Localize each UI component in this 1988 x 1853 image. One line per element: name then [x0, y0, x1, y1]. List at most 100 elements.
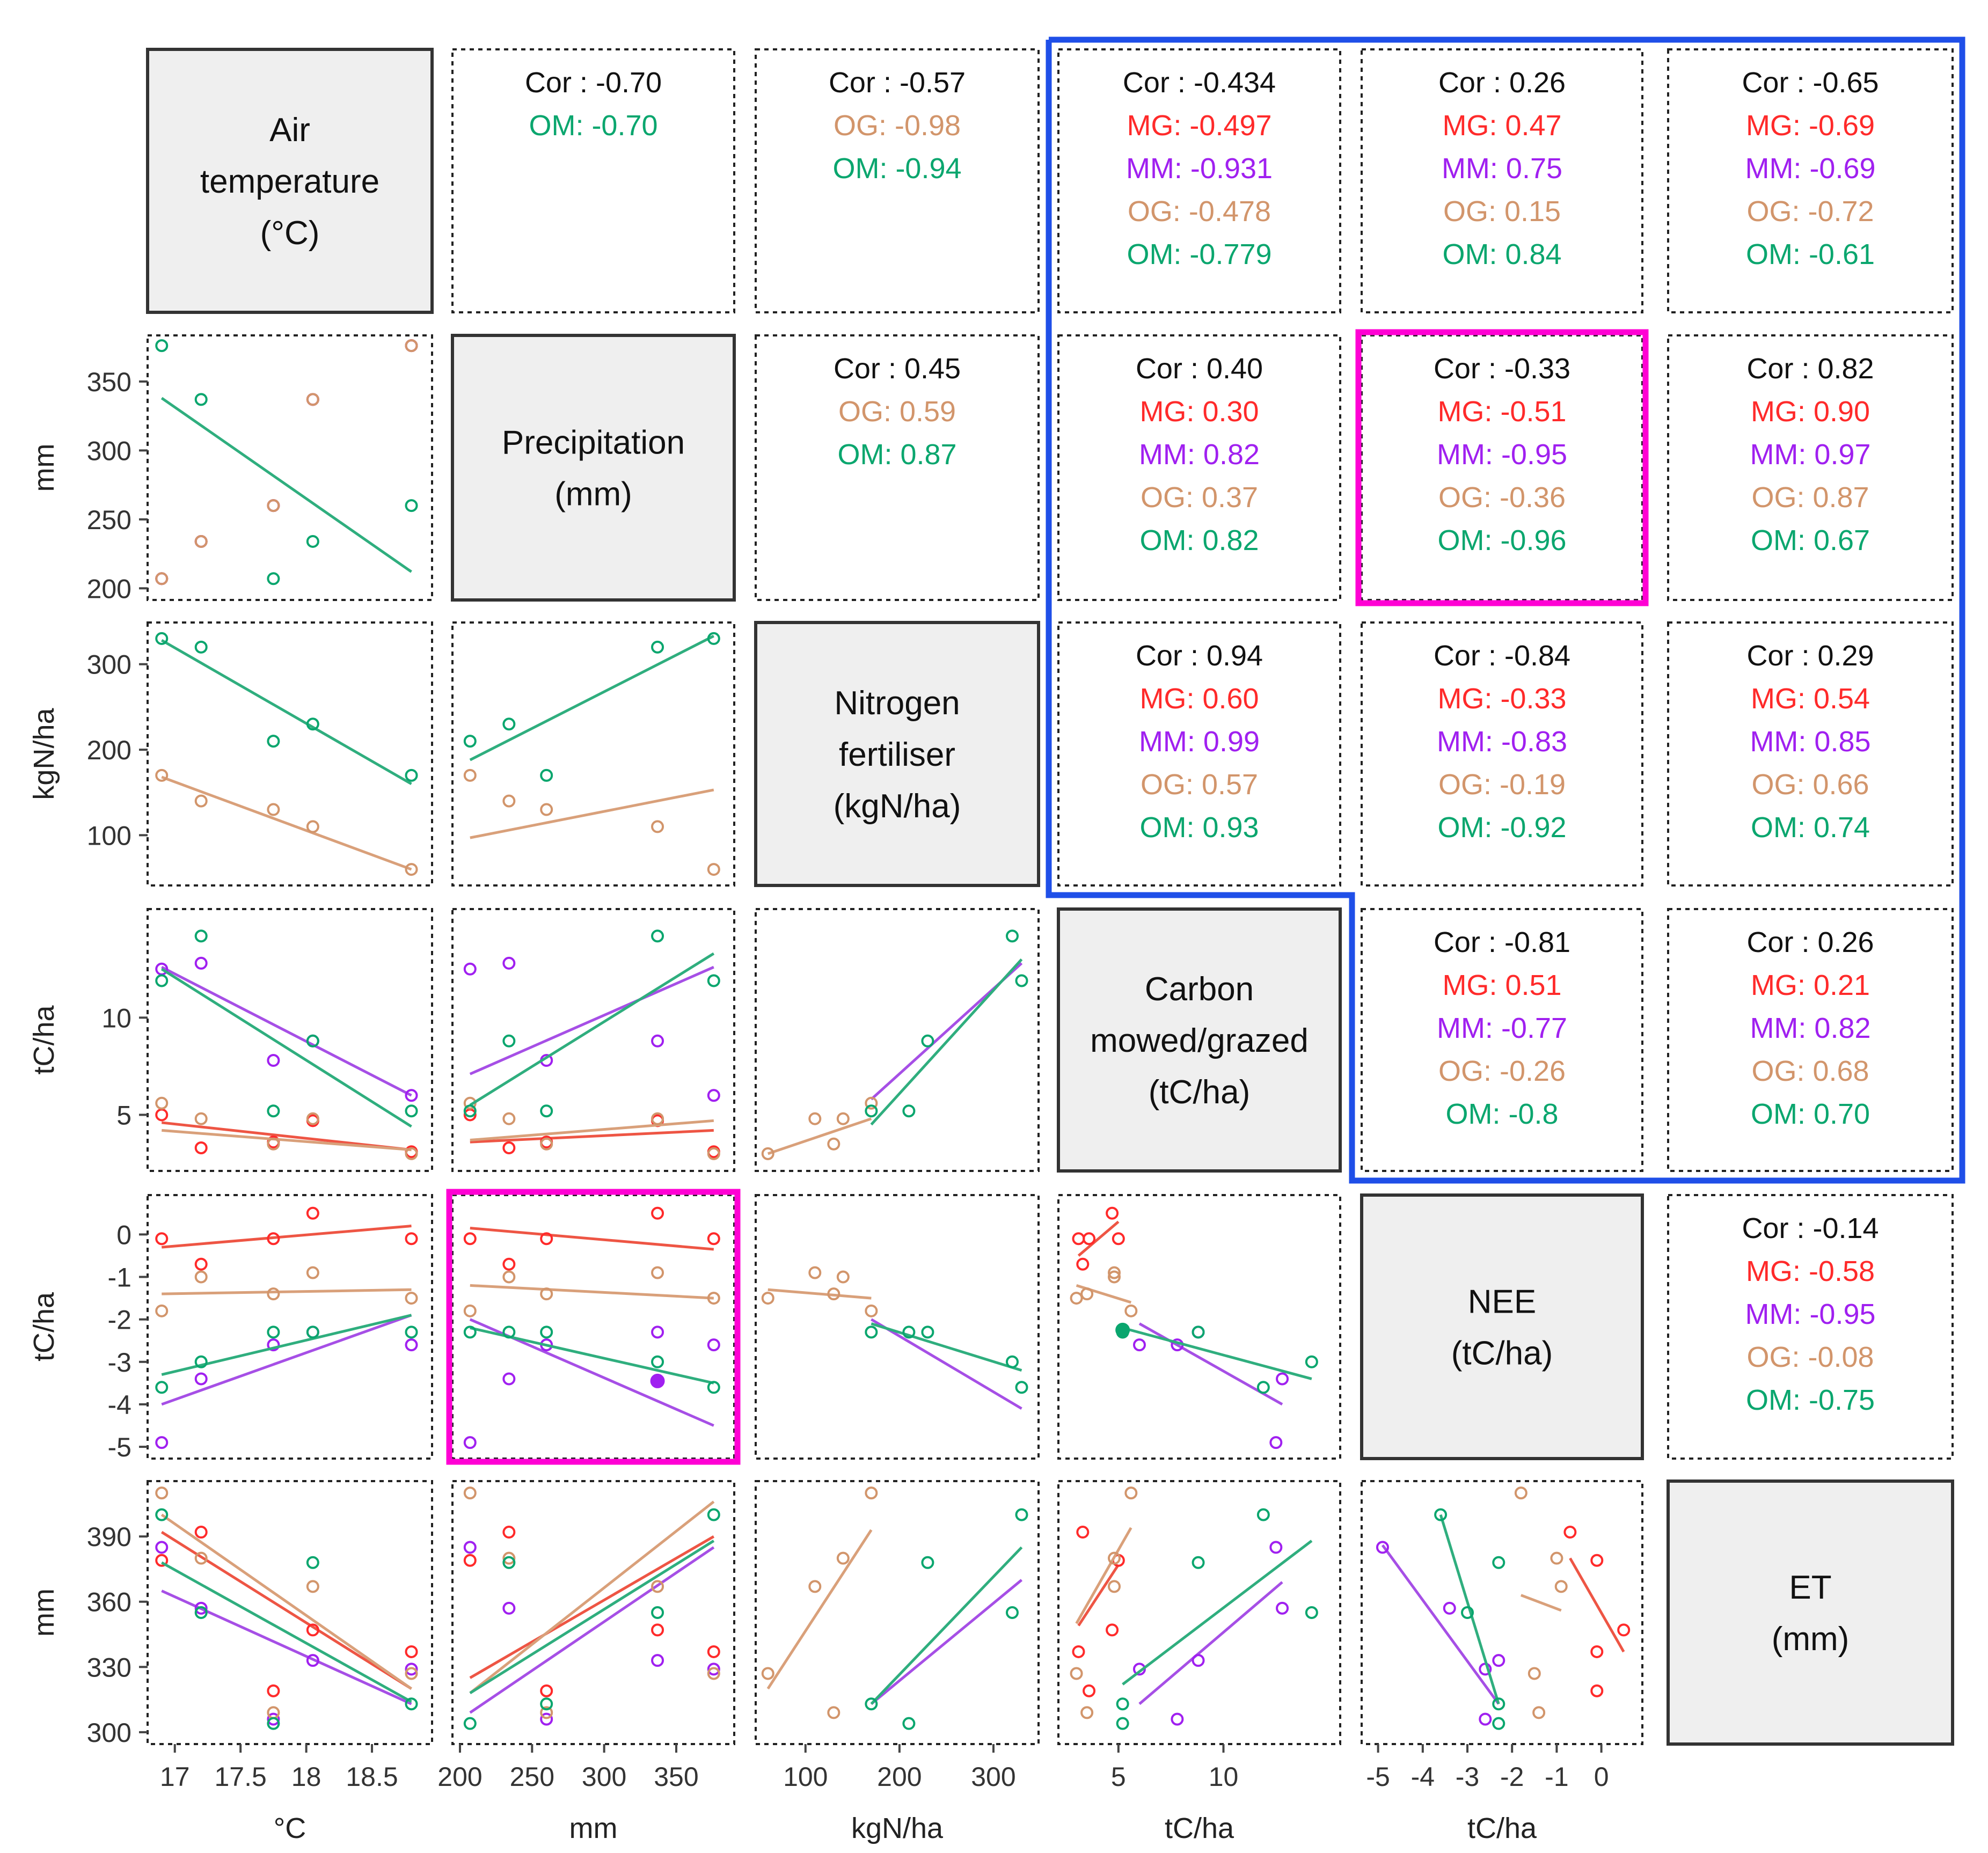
- point-OM: [1256, 1508, 1270, 1521]
- point-OM: [194, 640, 208, 654]
- x-tick-label: 17: [160, 1762, 190, 1792]
- point-MG: [1106, 1206, 1119, 1220]
- fit-line-OG: [160, 1513, 412, 1690]
- fit-line-MG: [469, 1535, 715, 1679]
- point-OM: [540, 1325, 553, 1339]
- y-tick-label: 330: [87, 1652, 131, 1682]
- point-OG: [865, 1486, 878, 1500]
- panel-border: [147, 908, 433, 1172]
- panel-border: [1667, 334, 1954, 601]
- point-OG: [306, 1580, 319, 1593]
- point-OG: [267, 499, 280, 512]
- point-OM: [502, 1556, 516, 1569]
- point-OG: [502, 1112, 516, 1125]
- corr-label-OG: OG: 0.59: [838, 395, 956, 428]
- corr-label-MM: MM: -0.931: [1126, 152, 1273, 185]
- point-OG: [405, 1667, 418, 1680]
- fit-line-OG: [469, 1500, 715, 1694]
- point-OG: [651, 1266, 664, 1279]
- x-tick-label: 200: [877, 1762, 922, 1792]
- corr-label-MG: MG: 0.47: [1442, 109, 1561, 142]
- point-MG: [267, 1232, 280, 1246]
- corr-label-Cor: Cor : 0.45: [834, 353, 961, 385]
- point-MG: [1072, 1232, 1085, 1246]
- point-OM: [463, 1104, 477, 1118]
- point-OG: [707, 863, 720, 876]
- panel-border: [147, 1194, 433, 1460]
- point-MG: [155, 1232, 169, 1246]
- point-OG: [267, 803, 280, 816]
- point-OG: [1108, 1270, 1121, 1284]
- point-OG: [1108, 1266, 1121, 1279]
- point-OM: [1015, 974, 1028, 987]
- variable-label-temp: Air: [269, 112, 310, 149]
- point-OM: [155, 974, 169, 987]
- point-OM: [405, 768, 418, 782]
- corr-label-OM: OM: 0.87: [837, 438, 956, 471]
- point-OG: [1532, 1706, 1546, 1719]
- fit-line-MG: [470, 1226, 714, 1251]
- fit-line-MM: [161, 1590, 412, 1705]
- fit-line-OG: [766, 1529, 873, 1690]
- corr-label-Cor: Cor : 0.29: [1746, 640, 1874, 672]
- point-OG: [306, 1266, 319, 1279]
- panel-border: [147, 1480, 433, 1745]
- point-MM: [1376, 1541, 1389, 1554]
- point-OG: [836, 1112, 850, 1125]
- point-MG: [502, 1141, 516, 1155]
- point-OG: [155, 1304, 169, 1317]
- point-OM: [1192, 1325, 1205, 1339]
- corr-label-OM: OM: 0.74: [1751, 811, 1870, 844]
- point-OG: [155, 1096, 169, 1110]
- point-OG: [707, 1147, 720, 1160]
- point-OM: [1005, 1355, 1019, 1368]
- point-MM: [1479, 1712, 1492, 1726]
- corr-label-Cor: Cor : -0.81: [1434, 926, 1570, 958]
- point-OG: [808, 1580, 822, 1593]
- point-MM: [1443, 1601, 1456, 1615]
- y-tick-label: 360: [87, 1587, 131, 1617]
- point-MG: [463, 1232, 477, 1246]
- point-MG: [405, 1645, 418, 1658]
- panel-border: [1667, 48, 1954, 313]
- point-OM: [405, 1104, 418, 1118]
- point-OG: [463, 1304, 477, 1317]
- point-MM: [1276, 1601, 1289, 1615]
- diagonal-label-box-precip: [451, 334, 736, 602]
- fit-line-MM: [469, 1546, 715, 1714]
- point-OG: [405, 1292, 418, 1305]
- y-tick-label: -4: [108, 1390, 131, 1420]
- x-tick-label: 250: [510, 1762, 554, 1792]
- panel-border: [451, 48, 735, 313]
- point-MM: [155, 1541, 169, 1554]
- corr-label-MM: MM: -0.95: [1437, 438, 1567, 471]
- fit-line-OG: [1075, 1527, 1132, 1624]
- point-MM: [651, 1325, 664, 1339]
- point-OG: [1554, 1580, 1568, 1593]
- point-OM: [921, 1325, 934, 1339]
- fit-line-OM: [160, 968, 412, 1128]
- corr-label-Cor: Cor : -0.434: [1123, 67, 1276, 99]
- corr-label-Cor: Cor : -0.14: [1742, 1212, 1879, 1244]
- panel-border: [1361, 1480, 1643, 1745]
- point-OM: [267, 572, 280, 585]
- point-OM: [651, 640, 664, 654]
- y-tick-label: 250: [87, 505, 131, 535]
- point-OM: [306, 1325, 319, 1339]
- point-MM: [651, 1654, 664, 1667]
- corr-label-OM: OM: 0.82: [1139, 524, 1259, 556]
- point-MM: [707, 1089, 720, 1102]
- point-MM: [267, 1712, 280, 1726]
- point-OM: [865, 1325, 878, 1339]
- point-OG: [651, 1580, 664, 1593]
- point-OM: [540, 1697, 553, 1711]
- magenta-highlight-cell: [1355, 329, 1649, 606]
- point-MM: [405, 1662, 418, 1676]
- point-MM: [463, 962, 477, 976]
- y-axis-title: mm: [28, 444, 60, 492]
- panel-border: [1361, 334, 1643, 601]
- fit-line-OG: [767, 1117, 872, 1155]
- point-MM: [267, 1338, 280, 1352]
- x-tick-label: -3: [1456, 1762, 1479, 1792]
